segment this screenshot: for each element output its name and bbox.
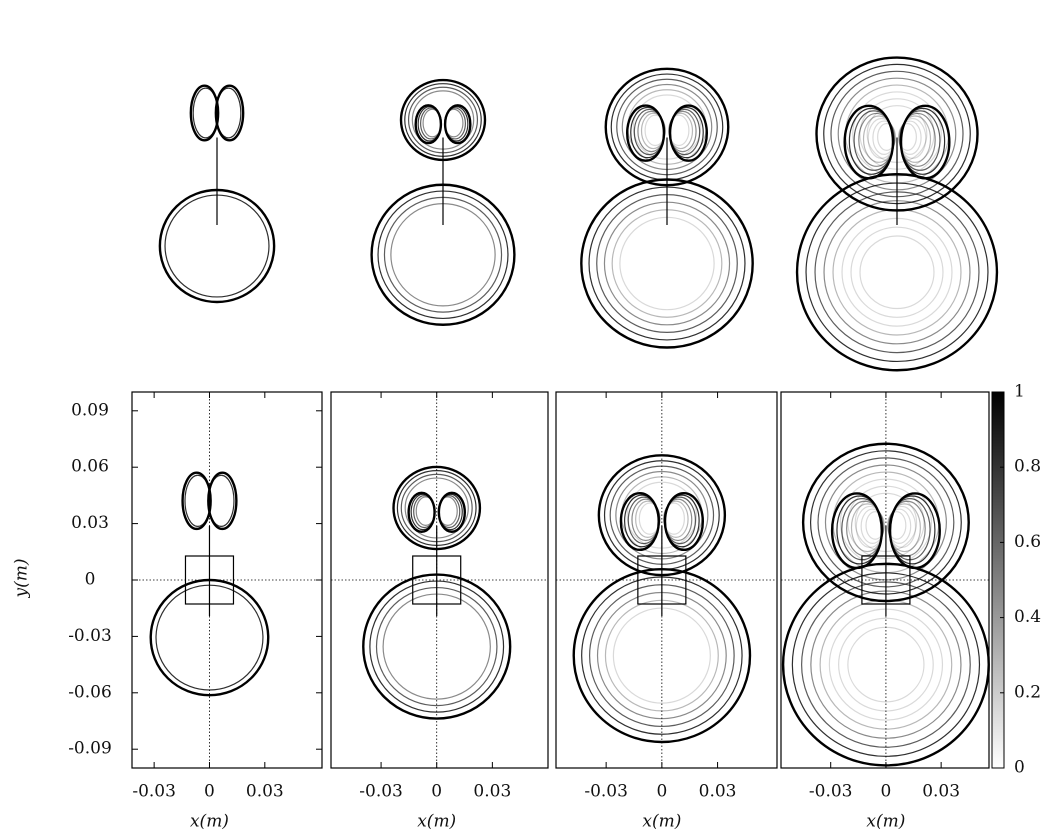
x-tick-label: 0	[431, 782, 442, 802]
x-tick-label: 0.03	[922, 782, 960, 802]
pattern-arc	[829, 609, 942, 720]
x-tick-label: -0.03	[359, 782, 403, 802]
pattern-lobe	[416, 497, 435, 525]
x-axis-label: x(m)	[642, 812, 681, 832]
y-tick-label: 0.03	[71, 513, 109, 533]
y-tick-label: -0.09	[68, 739, 112, 759]
pattern-lobe	[185, 475, 211, 526]
y-tick-label: 0.09	[71, 400, 109, 420]
pattern-lobe	[639, 503, 660, 534]
flow-patterns	[151, 58, 997, 766]
pattern-lobe	[664, 503, 685, 534]
pattern-lobe	[669, 115, 689, 145]
colorbar-tick-label: 0.6	[1014, 532, 1041, 552]
pattern-lobe	[445, 109, 463, 137]
colorbar-tick-label: 0.4	[1014, 607, 1041, 627]
pattern-arc	[620, 217, 714, 309]
pattern-arc	[833, 210, 961, 335]
y-tick-label: 0	[85, 570, 96, 590]
colorbar-tick-label: 0.2	[1014, 682, 1041, 702]
pattern-arc	[860, 236, 934, 309]
x-tick-label: 0.03	[473, 782, 511, 802]
figure: y(m) -0.03 0 0.03 x(m) -0.09 -0.06 -0.03 0 0.03 0…	[0, 0, 1055, 836]
x-tick-label: -0.03	[584, 782, 628, 802]
x-axis-label: x(m)	[417, 812, 456, 832]
x-tick-label: 0	[204, 782, 215, 802]
pattern-lobe	[645, 115, 665, 145]
pattern-arc	[820, 600, 952, 729]
y-tick-label: -0.06	[68, 682, 112, 702]
pattern-arc	[842, 218, 952, 326]
pattern-lobe	[208, 475, 234, 526]
pattern-lobe	[423, 109, 441, 137]
pattern-lobe	[216, 88, 241, 138]
x-tick-label: -0.03	[132, 782, 176, 802]
x-tick-label: 0	[656, 782, 667, 802]
panel-frame	[556, 392, 777, 768]
colorbar-tick-label: 0.8	[1014, 457, 1041, 477]
pattern-lobe	[438, 497, 457, 525]
y-tick-label: -0.03	[68, 626, 112, 646]
y-tick-label: 0.06	[71, 457, 109, 477]
colorbar-tick-label: 0	[1014, 758, 1025, 778]
colorbar	[992, 392, 1004, 768]
x-tick-label: -0.03	[809, 782, 853, 802]
x-axis-label: x(m)	[866, 812, 905, 832]
pattern-arc	[612, 210, 722, 318]
pattern-arc	[851, 227, 943, 317]
x-tick-label: 0	[881, 782, 892, 802]
x-tick-label: 0.03	[246, 782, 284, 802]
pattern-lobe	[193, 88, 218, 138]
x-tick-label: 0.03	[699, 782, 737, 802]
y-axis-label: y(m)	[12, 559, 32, 599]
x-axis-label: x(m)	[190, 812, 229, 832]
colorbar-tick-label: 1	[1014, 382, 1025, 402]
